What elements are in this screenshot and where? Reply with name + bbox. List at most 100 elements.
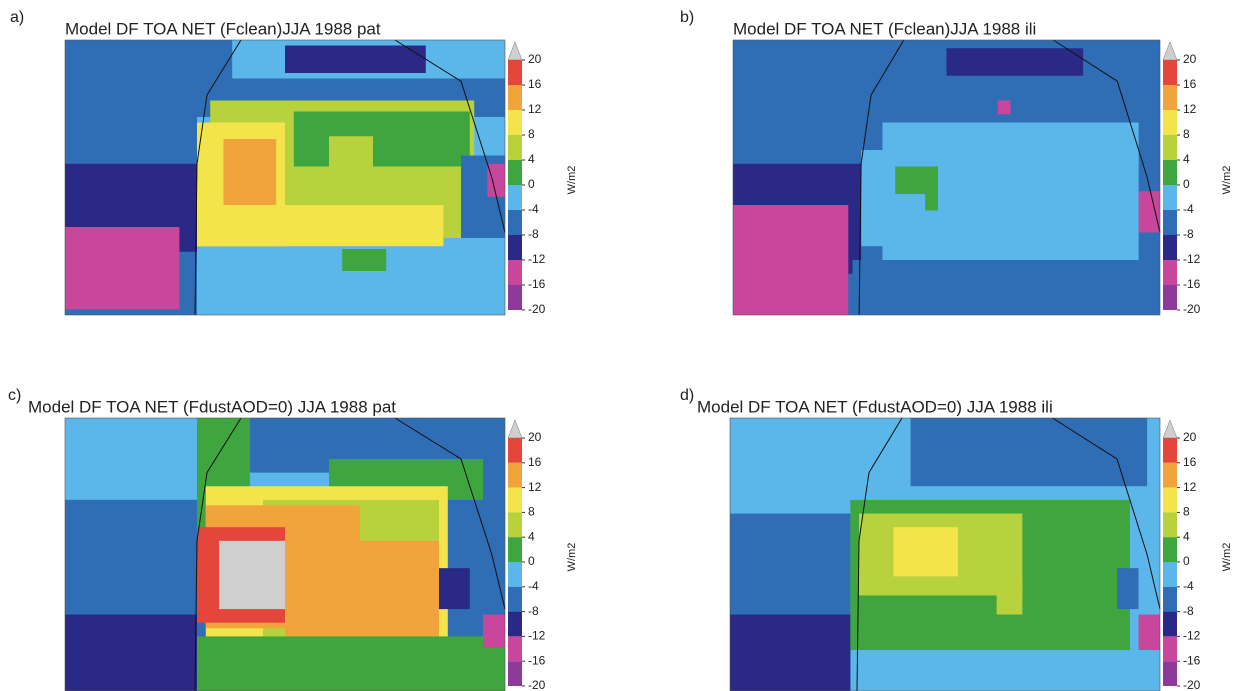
colorbar-band [508, 135, 522, 160]
colorbar-band [1163, 462, 1177, 488]
panel-title: Model DF TOA NET (FdustAOD=0) JJA 1988 i… [697, 397, 1053, 416]
colorbar-band [508, 487, 522, 513]
map-cell [197, 205, 444, 247]
map-cell [1138, 614, 1160, 651]
map [732, 39, 1161, 316]
colorbar-band [1163, 110, 1177, 135]
colorbar-label: -4 [528, 202, 539, 216]
colorbar-band [508, 285, 522, 310]
colorbar-over [507, 41, 523, 61]
colorbar-band [1163, 285, 1177, 310]
colorbar-band [508, 85, 522, 110]
map-cell [197, 276, 505, 315]
map [64, 39, 506, 316]
colorbar-label: -12 [1183, 252, 1201, 266]
map-cell [65, 227, 180, 310]
colorbar-band [1163, 611, 1177, 637]
colorbar-label: -16 [528, 277, 546, 291]
colorbar-band [1163, 586, 1177, 612]
map-cell [946, 48, 1084, 76]
colorbar-band [508, 512, 522, 538]
coastline [194, 417, 506, 691]
colorbar-label: -4 [1183, 579, 1194, 593]
map-cell [997, 100, 1011, 115]
map [64, 417, 506, 691]
colorbar-unit: W/m2 [1221, 166, 1233, 195]
colorbar-band [508, 586, 522, 612]
colorbar-label: 4 [1183, 529, 1190, 543]
colorbar-band [508, 636, 522, 662]
colorbar-band [1163, 562, 1177, 587]
map-cell [439, 568, 470, 610]
colorbar-label: -8 [528, 227, 539, 241]
colorbar-label: 16 [528, 77, 542, 91]
panel-title: Model DF TOA NET (Fclean)JJA 1988 ili [733, 19, 1036, 38]
colorbar-band [1163, 512, 1177, 538]
map-frame [732, 39, 1161, 316]
map-cell [859, 650, 1160, 691]
map [729, 417, 1161, 691]
colorbar-label: 0 [1183, 177, 1190, 191]
colorbar-label: 4 [528, 152, 535, 166]
colorbar-unit: W/m2 [1221, 543, 1233, 572]
colorbar-band [508, 60, 522, 85]
colorbar-label: -8 [1183, 604, 1194, 618]
map-cell [1138, 191, 1160, 233]
map-cell [197, 636, 505, 691]
colorbar-band [508, 537, 522, 562]
colorbar-band [1163, 260, 1177, 285]
map-frame [64, 417, 506, 691]
panel-letter: c) [8, 387, 21, 404]
map-cell [65, 614, 197, 691]
panel-letter: b) [680, 9, 694, 26]
colorbar-band [1163, 210, 1177, 235]
colorbar-band [1163, 661, 1177, 686]
map-cell [342, 249, 387, 271]
colorbar-band [508, 438, 522, 463]
colorbar-label: -16 [1183, 277, 1201, 291]
colorbar-band [508, 235, 522, 260]
colorbar-unit: W/m2 [566, 166, 578, 195]
colorbar-band [508, 185, 522, 210]
colorbar-over [1162, 41, 1178, 61]
map-cell [893, 527, 958, 577]
colorbar-label: 0 [528, 554, 535, 568]
map-cell [223, 139, 277, 205]
colorbar-band [1163, 60, 1177, 85]
colorbar-label: 16 [528, 455, 542, 469]
map-cell [730, 614, 851, 691]
colorbar-over [507, 419, 523, 439]
map-cell [996, 581, 1023, 615]
colorbar-band [508, 260, 522, 285]
colorbar-label: -16 [528, 653, 546, 667]
colorbar-label: 20 [528, 52, 542, 66]
panel-title: Model DF TOA NET (FdustAOD=0) JJA 1988 p… [28, 397, 396, 416]
colorbar-label: 16 [1183, 77, 1197, 91]
colorbar-band [1163, 537, 1177, 562]
colorbar-label: 20 [1183, 430, 1197, 444]
colorbar-label: -20 [1183, 302, 1201, 316]
colorbar-label: -12 [1183, 629, 1201, 643]
colorbar-band [1163, 636, 1177, 662]
colorbar-band [1163, 487, 1177, 513]
colorbar-label: -8 [1183, 227, 1194, 241]
colorbar-band [508, 611, 522, 637]
map-frame [64, 39, 506, 316]
map-cell [487, 163, 505, 197]
colorbar-label: -8 [528, 604, 539, 618]
colorbar-label: -4 [1183, 202, 1194, 216]
colorbar-label: 4 [528, 529, 535, 543]
colorbar-band [1163, 185, 1177, 210]
colorbar-band [1163, 135, 1177, 160]
colorbar-label: 8 [528, 127, 535, 141]
colorbar-label: 12 [528, 102, 542, 116]
colorbar-band [508, 110, 522, 135]
colorbar-band [1163, 235, 1177, 260]
map-cell [285, 540, 439, 637]
colorbar-band [508, 661, 522, 686]
colorbar-label: 0 [1183, 554, 1190, 568]
map-cell [925, 177, 938, 211]
map-cell [285, 45, 426, 73]
colorbar-label: -12 [528, 252, 546, 266]
